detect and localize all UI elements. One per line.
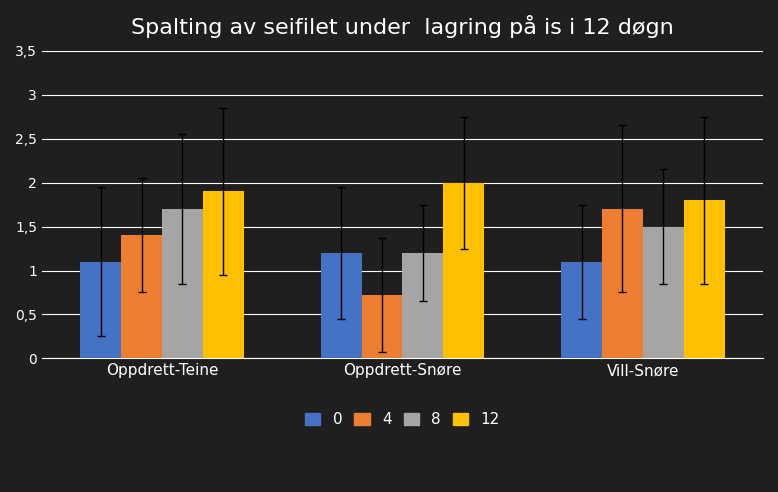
Bar [402, 253, 443, 359]
Bar [321, 253, 362, 359]
Bar [684, 200, 724, 359]
Bar [80, 262, 121, 359]
Bar [203, 191, 244, 359]
Bar [561, 262, 602, 359]
Bar [602, 209, 643, 359]
Bar [162, 209, 203, 359]
Title: Spalting av seifilet under  lagring på is i 12 døgn: Spalting av seifilet under lagring på is… [131, 15, 674, 38]
Bar [643, 226, 684, 359]
Bar [443, 183, 484, 359]
Bar [121, 235, 162, 359]
Legend: 0, 4, 8, 12: 0, 4, 8, 12 [299, 406, 506, 433]
Bar [362, 295, 402, 359]
